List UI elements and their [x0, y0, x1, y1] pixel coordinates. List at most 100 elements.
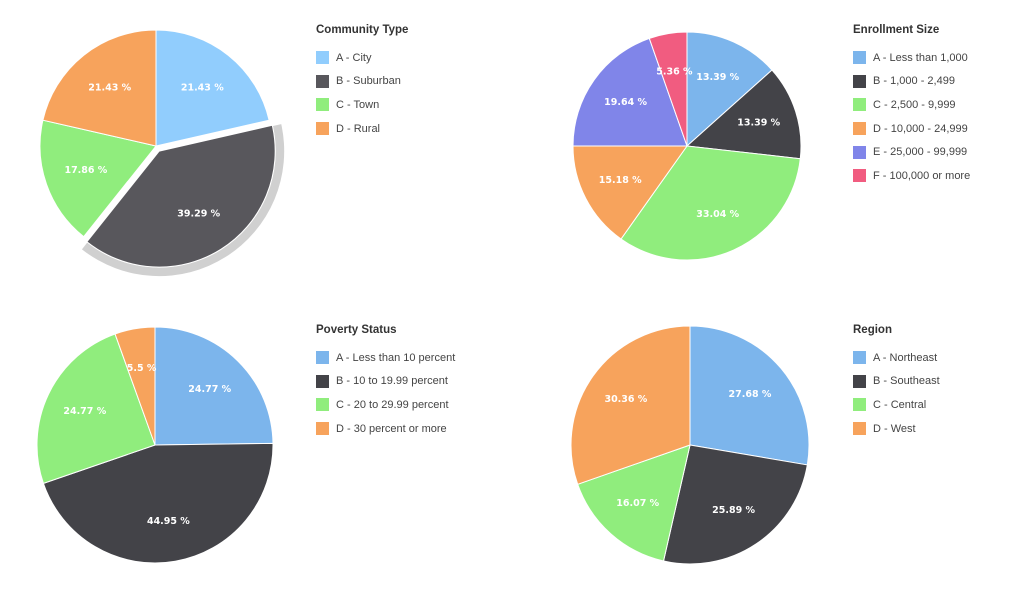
enrollment-size-chart: 13.39 % 13.39 % 33.04 % 15.18 % 19.64 % 5.36 …: [512, 0, 1024, 297]
pie-slice-b-southeast[interactable]: [663, 444, 808, 565]
legend-swatch: [853, 374, 866, 388]
pie-slice-d-30-percent-or-more[interactable]: [114, 326, 156, 446]
data-label-b-southeast: 25.89 %: [712, 505, 755, 516]
legend-label: A - Less than 10 percent: [336, 351, 456, 364]
data-label-c-2-500-9-999: 33.04 %: [696, 209, 739, 220]
legend-item-b-1-000-2-499[interactable]: B - 1,000 - 2,499: [853, 70, 970, 94]
chart-title: Poverty Status: [316, 324, 397, 336]
pie-slice-b-1-000-2-499[interactable]: [686, 69, 802, 160]
legend-swatch: [316, 74, 329, 88]
pie-slice-a-city[interactable]: [155, 29, 270, 147]
legend-label: D - West: [873, 422, 916, 435]
legend-swatch: [316, 351, 329, 365]
legend-swatch: [853, 51, 866, 65]
legend-label: C - 2,500 - 9,999: [873, 98, 956, 111]
pie-slice-b-10-to-19-99-percent[interactable]: [42, 442, 274, 564]
legend-item-d-west[interactable]: D - West: [853, 417, 940, 441]
pie-slice-a-less-than-10-percent[interactable]: [154, 326, 274, 446]
legend-swatch: [316, 374, 329, 388]
legend-label: A - Less than 1,000: [873, 51, 968, 64]
legend-swatch: [853, 351, 866, 365]
legend-swatch: [316, 422, 329, 436]
pie-slice-c-central[interactable]: [577, 444, 691, 562]
data-label-a-less-than-1-000: 13.39 %: [696, 72, 739, 83]
community-type-chart: 21.43 % 39.29 % 17.86 % 21.43 % Community Ty…: [0, 0, 512, 297]
data-label-c-20-to-29-99-percent: 24.77 %: [63, 406, 106, 417]
poverty-status-pie: 24.77 % 44.95 % 24.77 % 5.5 %: [36, 326, 274, 564]
legend-item-a-less-than-1-000[interactable]: A - Less than 1,000: [853, 46, 970, 70]
data-label-b-10-to-19-99-percent: 44.95 %: [147, 516, 190, 527]
community-type-pie: 21.43 % 39.29 % 17.86 % 21.43 %: [39, 29, 285, 277]
pie-slice-a-northeast[interactable]: [689, 325, 810, 466]
pie-slice-c-2-500-9-999[interactable]: [620, 145, 801, 261]
legend-label: D - Rural: [336, 122, 381, 135]
data-label-f-100-000-or-more: 5.36 %: [656, 66, 693, 77]
enrollment-size-pie: 13.39 % 13.39 % 33.04 % 15.18 % 19.64 % 5.36 …: [572, 31, 802, 261]
legend-item-d-10-000-24-999[interactable]: D - 10,000 - 24,999: [853, 117, 970, 141]
legend-label: F - 100,000 or more: [873, 169, 971, 182]
legend: Community Type A - City B - Suburban C - To…: [316, 24, 408, 140]
legend-swatch: [853, 74, 866, 88]
legend-label: C - 20 to 29.99 percent: [336, 398, 449, 411]
legend-item-a-northeast[interactable]: A - Northeast: [853, 346, 940, 370]
data-label-a-less-than-10-percent: 24.77 %: [188, 384, 231, 395]
data-label-e-25-000-99-999: 19.64 %: [604, 97, 647, 108]
data-label-c-central: 16.07 %: [616, 498, 659, 509]
legend-item-a-less-than-10-percent[interactable]: A - Less than 10 percent: [316, 346, 455, 370]
legend-item-c-20-to-29-99-percent[interactable]: C - 20 to 29.99 percent: [316, 393, 455, 417]
legend-item-c-2-500-9-999[interactable]: C - 2,500 - 9,999: [853, 93, 970, 117]
chart-title: Region: [853, 324, 892, 336]
legend-item-b-10-to-19-99-percent[interactable]: B - 10 to 19.99 percent: [316, 370, 455, 394]
legend-label: C - Central: [873, 398, 927, 411]
pie-slice-a-less-than-1-000[interactable]: [686, 31, 773, 147]
legend-item-d-rural[interactable]: D - Rural: [316, 117, 408, 141]
legend-item-a-city[interactable]: A - City: [316, 46, 408, 70]
legend-item-f-100-000-or-more[interactable]: F - 100,000 or more: [853, 164, 970, 188]
region-pie: 27.68 % 25.89 % 16.07 % 30.36 %: [570, 325, 810, 565]
data-label-a-city: 21.43 %: [181, 83, 224, 94]
legend-label: A - City: [336, 51, 372, 64]
data-label-d-west: 30.36 %: [604, 394, 647, 405]
legend-swatch: [853, 422, 866, 436]
legend-label: B - 10 to 19.99 percent: [336, 375, 448, 388]
pie-slice-d-rural[interactable]: [42, 29, 157, 147]
poverty-status-chart: 24.77 % 44.95 % 24.77 % 5.5 % Poverty Status…: [0, 297, 512, 594]
data-label-d-30-percent-or-more: 5.5 %: [127, 363, 157, 374]
legend-label: B - Southeast: [873, 375, 940, 388]
legend-label: C - Town: [336, 98, 380, 111]
pie-slice-halo-b-suburban: [81, 124, 285, 277]
legend: Region A - Northeast B - Southeast C - Cent…: [853, 324, 940, 440]
legend-label: A - Northeast: [873, 351, 938, 364]
legend-label: E - 25,000 - 99,999: [873, 146, 968, 159]
legend-label: D - 10,000 - 24,999: [873, 122, 968, 135]
legend-swatch: [853, 122, 866, 136]
chart-title: Community Type: [316, 24, 409, 36]
pie-slice-d-west[interactable]: [570, 325, 691, 485]
legend-swatch: [853, 98, 866, 112]
legend: Enrollment Size A - Less than 1,000 B - 1,…: [853, 24, 970, 188]
pie-slice-b-suburban[interactable]: [86, 124, 276, 268]
pie-slice-c-town[interactable]: [39, 119, 157, 238]
pie-slice-c-20-to-29-99-percent[interactable]: [36, 333, 156, 484]
legend: Poverty Status A - Less than 10 percent B …: [316, 324, 455, 440]
pie-slice-f-100-000-or-more[interactable]: [648, 31, 688, 147]
legend-item-d-30-percent-or-more[interactable]: D - 30 percent or more: [316, 417, 455, 441]
legend-item-c-central[interactable]: C - Central: [853, 393, 940, 417]
legend-label: D - 30 percent or more: [336, 422, 447, 435]
region-chart: 27.68 % 25.89 % 16.07 % 30.36 % Region A - No…: [512, 297, 1024, 594]
data-label-d-10-000-24-999: 15.18 %: [599, 175, 642, 186]
data-label-a-northeast: 27.68 %: [729, 389, 772, 400]
legend-swatch: [316, 122, 329, 136]
pie-slice-d-10-000-24-999[interactable]: [572, 145, 688, 240]
legend-swatch: [316, 51, 329, 65]
chart-title: Enrollment Size: [853, 24, 940, 36]
legend-label: B - 1,000 - 2,499: [873, 75, 955, 88]
legend-item-b-suburban[interactable]: B - Suburban: [316, 70, 408, 94]
legend-item-b-southeast[interactable]: B - Southeast: [853, 370, 940, 394]
legend-item-e-25-000-99-999[interactable]: E - 25,000 - 99,999: [853, 140, 970, 164]
data-label-b-1-000-2-499: 13.39 %: [737, 118, 780, 129]
legend-swatch: [853, 145, 866, 159]
legend-item-c-town[interactable]: C - Town: [316, 93, 408, 117]
legend-swatch: [316, 398, 329, 412]
